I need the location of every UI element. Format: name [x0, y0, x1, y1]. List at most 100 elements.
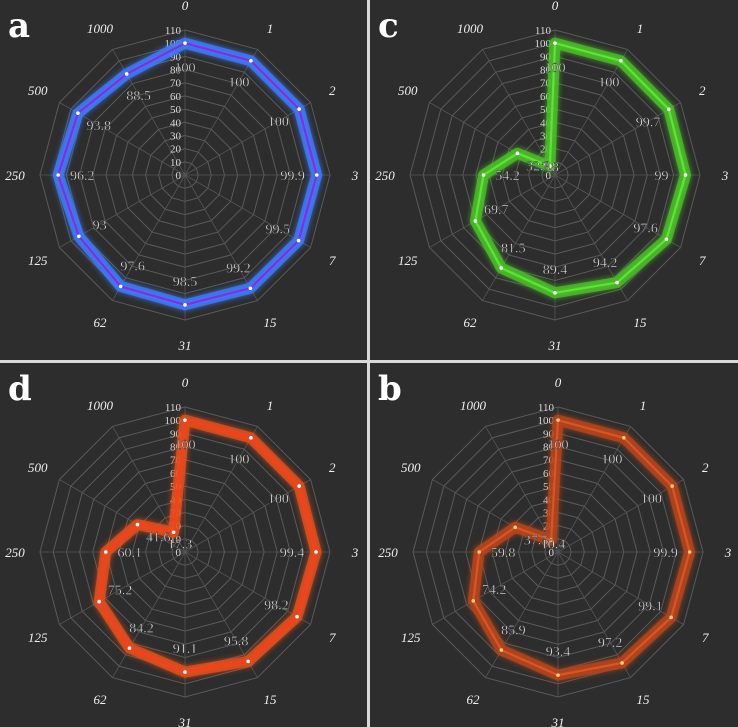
data-label: 89.4 [543, 263, 568, 278]
r-tick-label: 10 [170, 534, 182, 546]
r-tick-label: 40 [540, 117, 552, 129]
category-label: 500 [28, 460, 48, 475]
category-label: 3 [721, 168, 729, 183]
category-label: 500 [401, 460, 421, 475]
grid-spoke [112, 174, 186, 301]
data-label: 93 [93, 218, 107, 233]
data-label: 91.1 [173, 642, 198, 657]
data-point [499, 648, 504, 652]
r-tick-label: 40 [170, 117, 182, 129]
r-tick-label: 30 [170, 130, 182, 142]
data-label: 81.5 [501, 241, 525, 256]
data-point [76, 111, 80, 115]
category-label: 125 [28, 253, 48, 268]
data-point [667, 107, 671, 112]
category-label: 0 [182, 0, 189, 13]
data-point [314, 173, 319, 177]
data-point [615, 280, 619, 285]
r-tick-label: 10 [170, 157, 182, 169]
data-label: 100 [268, 492, 289, 507]
category-label: 1 [637, 21, 644, 36]
grid-spoke [485, 551, 559, 678]
panel-c: 0 10 20 30 40 50 60 70 80 90 100 110 0 1 2 3 7 15 31 62 125 2… [370, 0, 738, 360]
data-label: 97.6 [633, 221, 658, 236]
data-label: 60.1 [118, 546, 143, 561]
data-point [622, 436, 626, 440]
data-labels: 100 100 100 99.9 99.1 97.2 93.4 85.9 74.2 59.8 37.… [482, 438, 679, 660]
category-label: 15 [634, 315, 648, 330]
data-label: 100 [175, 61, 196, 76]
grid-spoke [184, 102, 311, 176]
panel-letter: b [378, 369, 402, 409]
r-tick-label: 20 [170, 144, 182, 156]
data-point [297, 107, 301, 111]
panel-b: 0 10 20 30 40 50 60 70 80 90 100 110 0 1 2 3 7 15 31 62 125 2… [370, 363, 738, 727]
data-point [246, 659, 250, 664]
category-label: 1 [267, 21, 274, 36]
grid-spoke [482, 174, 556, 301]
data-label: 99.4 [280, 546, 305, 561]
data-label: 32.9 [526, 159, 551, 174]
grid-spoke [184, 479, 311, 553]
data-point [135, 522, 140, 527]
data-label: 93.4 [546, 645, 571, 660]
data-point [619, 59, 623, 63]
category-label: 31 [551, 715, 565, 727]
data-label: 17.3 [168, 537, 193, 552]
radar-grid [39, 406, 331, 698]
grid-spoke [557, 551, 684, 625]
data-point [297, 484, 301, 488]
r-tick-label: 0 [549, 547, 555, 559]
data-label: 88.5 [126, 89, 151, 104]
category-label: 250 [5, 168, 25, 183]
r-tick-label: 100 [535, 38, 552, 50]
data-point [670, 484, 674, 488]
data-point [314, 550, 318, 554]
r-tick-label: 100 [538, 415, 555, 427]
category-label: 3 [351, 545, 359, 560]
data-point [687, 550, 692, 554]
data-point [77, 234, 81, 239]
data-label: 100 [228, 76, 249, 91]
category-label: 125 [401, 630, 421, 645]
data-label: 94.2 [593, 256, 618, 271]
category-label: 1 [267, 398, 274, 413]
radar-grid [409, 29, 701, 321]
r-tick-label: 50 [540, 104, 552, 116]
data-point [669, 615, 673, 620]
category-label: 2 [329, 460, 336, 475]
category-label: 62 [94, 692, 108, 707]
data-point [56, 173, 60, 177]
data-label: 96.2 [70, 169, 95, 184]
r-tick-label: 80 [170, 442, 182, 454]
data-point [481, 173, 486, 177]
data-point [249, 436, 253, 440]
grid-spoke [485, 426, 559, 553]
data-label: 100 [228, 453, 249, 468]
grid-spoke [557, 479, 684, 553]
data-point [249, 59, 253, 63]
data-label: 98.5 [173, 275, 198, 290]
data-point [499, 266, 504, 270]
data-point [477, 550, 481, 554]
r-tick-label: 110 [165, 25, 182, 37]
grid-spoke [184, 551, 311, 625]
category-label: 125 [28, 630, 48, 645]
category-label: 125 [398, 253, 418, 268]
data-label: 37.5 [524, 533, 549, 548]
grid-spoke [184, 174, 258, 301]
grid-spoke [184, 49, 258, 176]
r-tick-label: 110 [535, 25, 552, 37]
data-point [471, 599, 476, 603]
data-markers [473, 41, 688, 295]
data-label: 97.6 [120, 260, 145, 275]
radar-svg: 0102030405060708090100110012371531621252… [5, 375, 359, 727]
grid-spoke [184, 174, 311, 248]
category-label: 15 [264, 315, 278, 330]
grid-spoke [429, 174, 556, 248]
data-label: 74.2 [482, 583, 507, 598]
category-label: 7 [702, 630, 709, 645]
category-label: 2 [329, 83, 336, 98]
